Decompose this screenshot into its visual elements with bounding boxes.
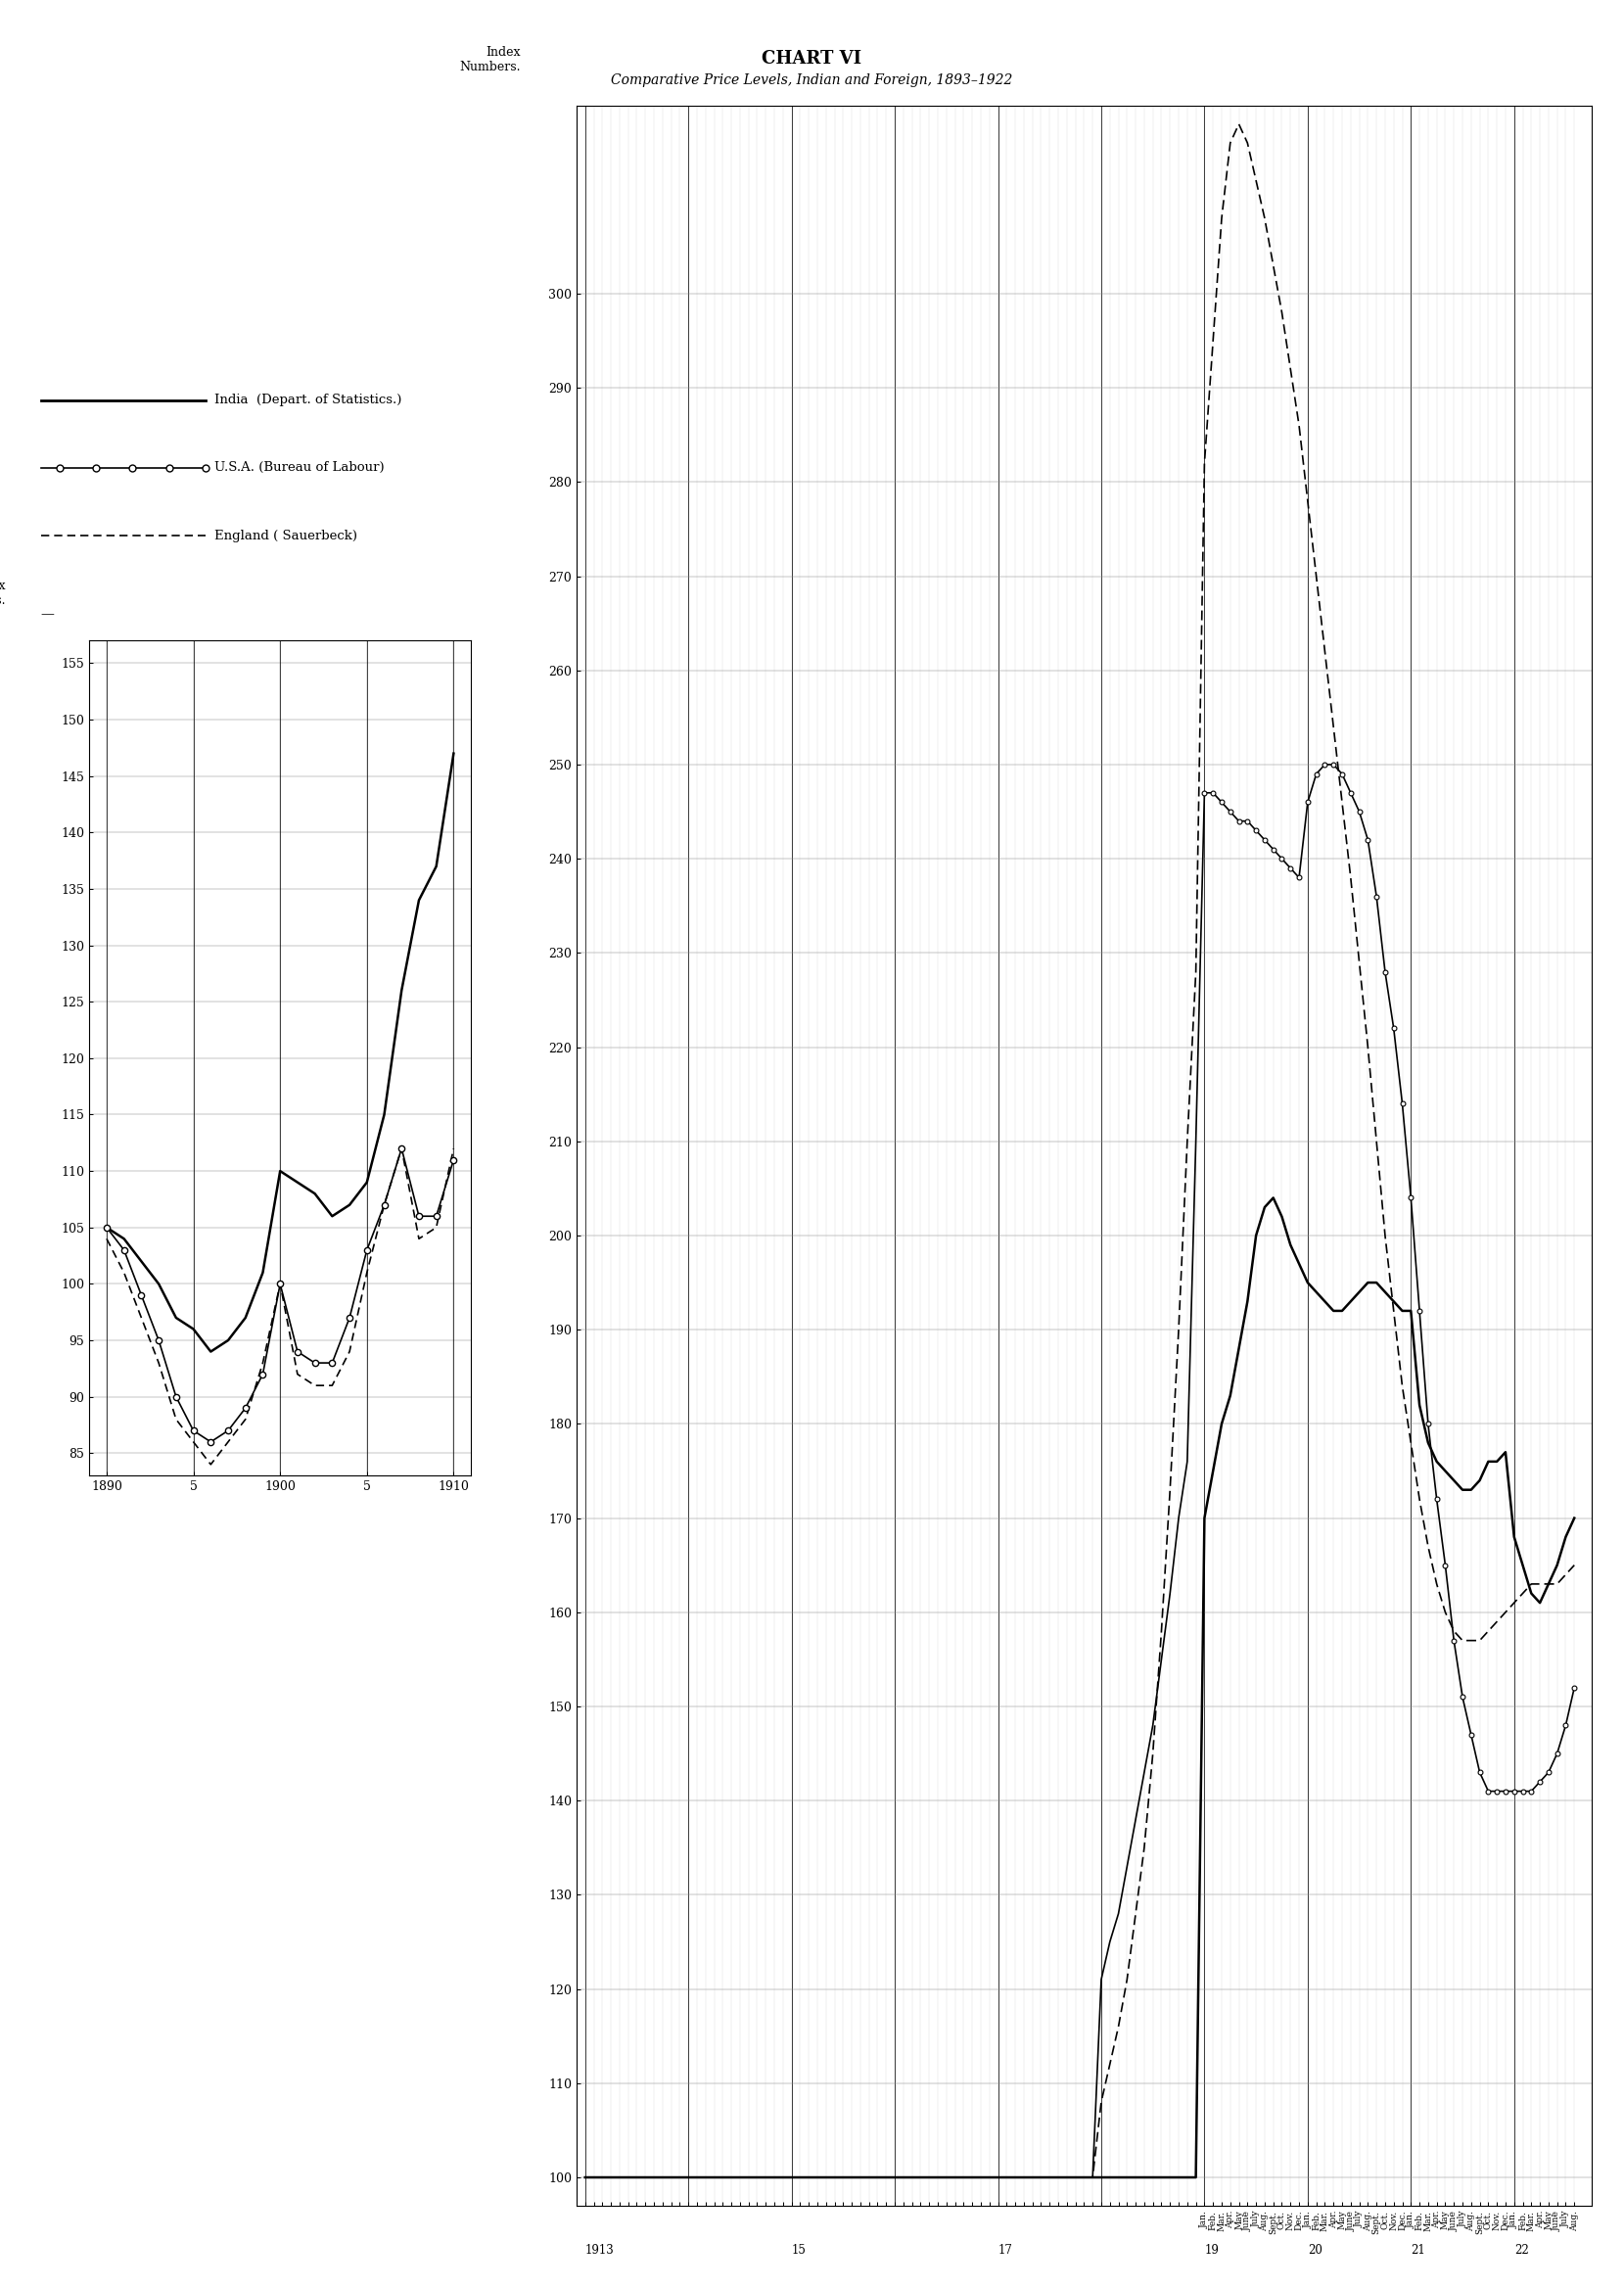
Text: 20: 20 xyxy=(1307,2245,1322,2256)
Text: 17: 17 xyxy=(999,2245,1013,2256)
Text: 22: 22 xyxy=(1514,2245,1528,2256)
Text: CHART VI: CHART VI xyxy=(762,50,862,69)
Text: India  (Depart. of Statistics.): India (Depart. of Statistics.) xyxy=(214,394,401,407)
Text: England ( Sauerbeck): England ( Sauerbeck) xyxy=(214,529,357,542)
Text: 1913: 1913 xyxy=(585,2245,614,2256)
Text: 15: 15 xyxy=(791,2245,806,2256)
Text: Comparative Price Levels, Indian and Foreign, 1893–1922: Comparative Price Levels, Indian and For… xyxy=(611,73,1013,87)
Text: 19: 19 xyxy=(1205,2245,1220,2256)
Text: U.S.A. (Bureau of Labour): U.S.A. (Bureau of Labour) xyxy=(214,462,385,474)
Text: 21: 21 xyxy=(1411,2245,1426,2256)
Y-axis label: Index
Numbers.: Index Numbers. xyxy=(460,46,521,73)
Text: —: — xyxy=(41,606,54,620)
Y-axis label: Index
Numbers.: Index Numbers. xyxy=(0,579,5,606)
